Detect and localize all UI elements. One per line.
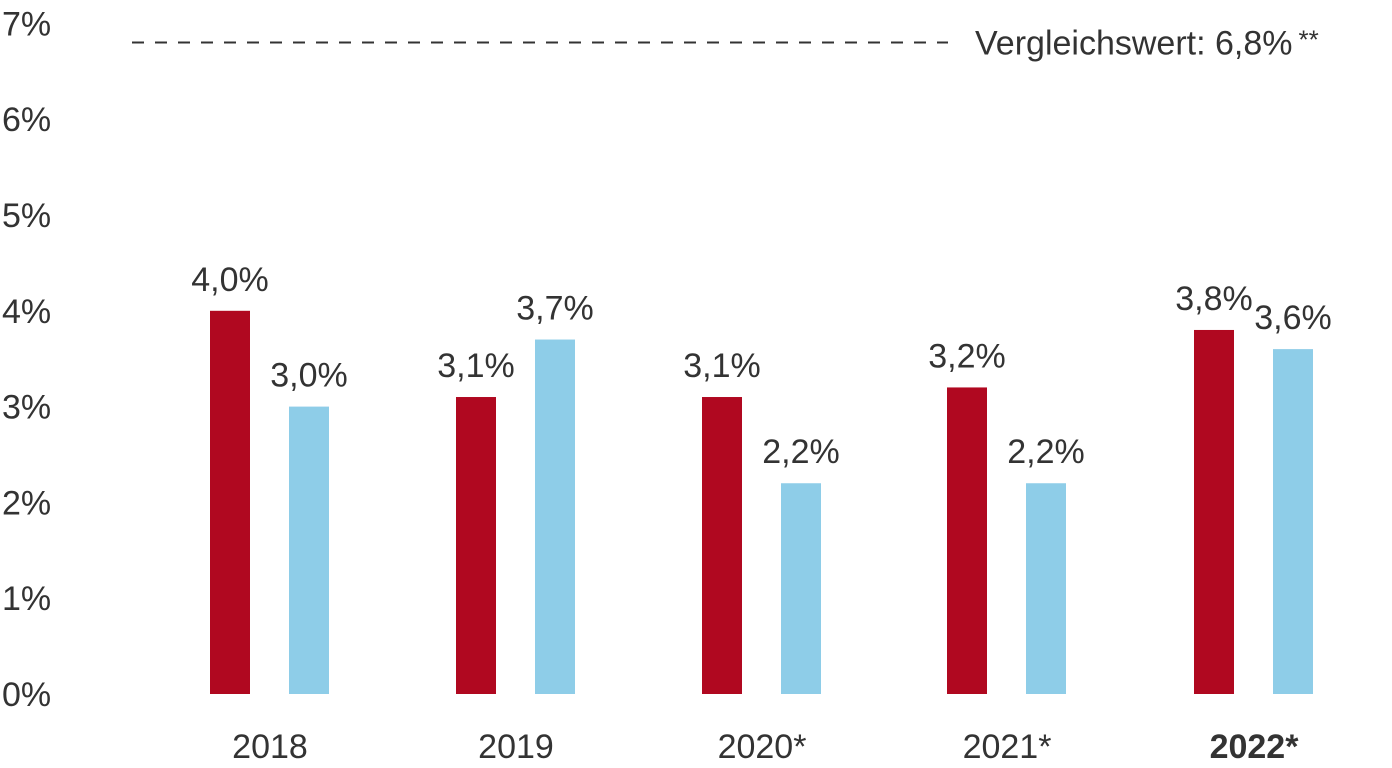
x-category-label: 2018 <box>232 728 308 766</box>
y-tick-label: 0% <box>2 676 51 714</box>
bar <box>1194 329 1234 694</box>
y-axis: 0% 1% 2% 3% 4% 5% 6% 7% <box>2 5 51 714</box>
data-label: 3,7% <box>516 290 594 328</box>
data-labels: 4,0% 3,1% 3,1% 3,2% 3,8% 3,0% 3,7% 2,2% 2,2% 3,6% <box>191 261 1332 471</box>
bar <box>947 387 987 694</box>
reference-line-label-text: Vergleichswert: 6,8% <box>975 25 1293 63</box>
x-category-label: 2022* <box>1210 728 1300 766</box>
bar <box>1273 349 1313 694</box>
bars <box>210 310 1313 694</box>
reference-line-marker: ** <box>1299 25 1319 55</box>
y-tick-label: 4% <box>2 293 51 331</box>
bar <box>289 406 329 694</box>
bar <box>210 310 250 694</box>
data-label: 4,0% <box>191 261 269 299</box>
reference-line-group: Vergleichswert: 6,8% ** <box>132 25 1319 63</box>
x-category-label: 2021* <box>963 728 1052 766</box>
y-tick-label: 7% <box>2 5 51 43</box>
y-tick-label: 6% <box>2 101 51 139</box>
x-axis: 2018 2019 2020* 2021* 2022* <box>232 728 1299 766</box>
bar <box>456 397 496 694</box>
y-tick-label: 5% <box>2 197 51 235</box>
data-label: 2,2% <box>762 433 840 471</box>
data-label: 3,6% <box>1254 299 1332 337</box>
data-label: 2,2% <box>1007 433 1085 471</box>
data-label: 3,2% <box>928 337 1006 375</box>
reference-line-label: Vergleichswert: 6,8% ** <box>975 25 1319 63</box>
data-label: 3,8% <box>1175 280 1253 318</box>
data-label: 3,1% <box>437 347 515 385</box>
x-category-label: 2019 <box>478 728 554 766</box>
y-tick-label: 2% <box>2 484 51 522</box>
bar <box>702 397 742 694</box>
data-label: 3,0% <box>270 357 348 395</box>
y-tick-label: 1% <box>2 580 51 618</box>
bar <box>781 483 821 694</box>
x-category-label: 2020* <box>718 728 807 766</box>
y-tick-label: 3% <box>2 389 51 427</box>
bar <box>535 339 575 694</box>
data-label: 3,1% <box>683 347 761 385</box>
bar <box>1026 483 1066 694</box>
